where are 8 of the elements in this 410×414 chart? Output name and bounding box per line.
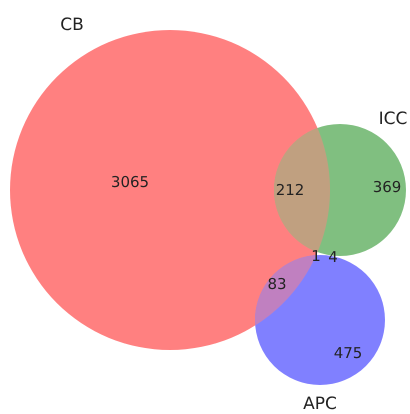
data-label: 3065 [110,173,150,191]
data-label: 475 [334,344,362,362]
data-label: 369 [372,178,402,196]
category-label: ICC [378,109,408,129]
category-label: CB [60,15,84,35]
text: 83 [267,275,287,293]
category-label: APC [303,394,337,414]
text: 212 [276,181,304,199]
